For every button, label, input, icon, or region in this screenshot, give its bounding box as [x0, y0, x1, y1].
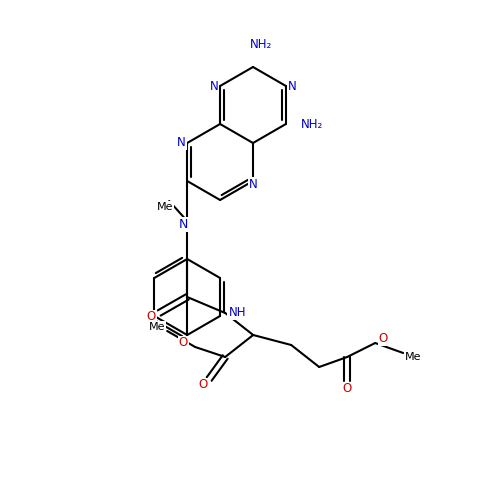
Text: N: N: [177, 136, 186, 149]
Text: N: N: [248, 178, 258, 190]
Text: N: N: [178, 218, 188, 230]
Text: Me: Me: [405, 352, 421, 362]
Text: O: O: [178, 336, 188, 349]
Text: O: O: [146, 310, 156, 324]
Text: Me: Me: [157, 202, 174, 212]
Text: NH₂: NH₂: [250, 38, 272, 52]
Text: O: O: [342, 382, 352, 396]
Text: O: O: [198, 378, 208, 392]
Text: Me: Me: [149, 322, 166, 332]
Text: N: N: [288, 80, 296, 92]
Text: N: N: [210, 80, 218, 92]
Text: O: O: [378, 332, 388, 345]
Text: NH₂: NH₂: [301, 118, 323, 130]
Text: NH: NH: [228, 306, 246, 320]
